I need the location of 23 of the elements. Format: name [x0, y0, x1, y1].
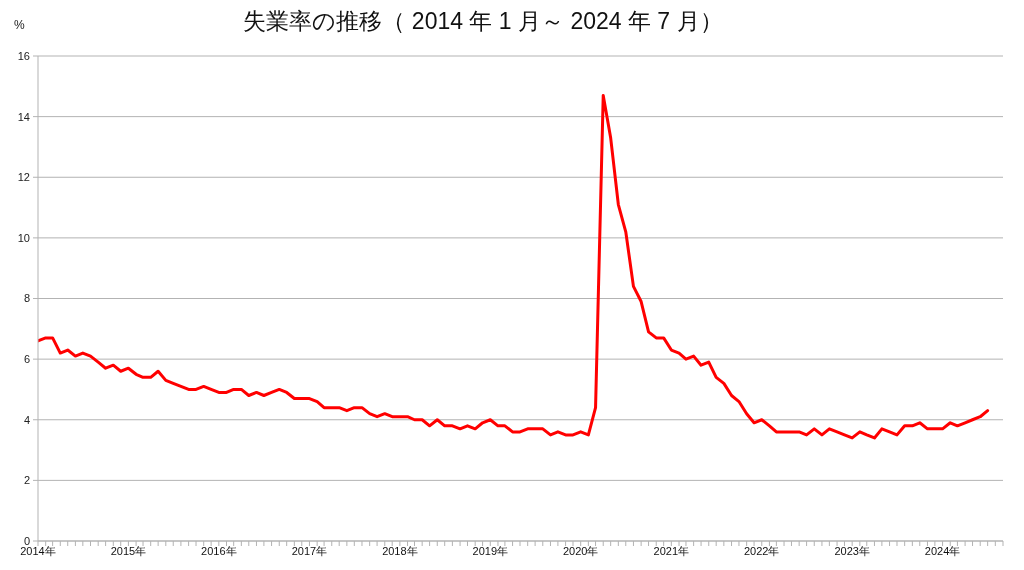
x-tick-label: 2023年 [834, 544, 870, 557]
y-tick-label: 10 [17, 231, 30, 244]
y-tick-label: 14 [17, 110, 30, 123]
y-tick-label: 4 [23, 413, 30, 426]
y-tick-label: 16 [17, 49, 30, 62]
x-tick-label: 2020年 [562, 544, 599, 557]
y-tick-label: 0 [23, 534, 30, 547]
x-tick-label: 2022年 [744, 544, 780, 557]
x-tick-label: 2014年 [20, 544, 56, 557]
x-tick-label: 2016年 [201, 544, 237, 557]
x-tick-label: 2015年 [110, 544, 147, 557]
x-tick-label: 2021年 [653, 544, 690, 557]
y-tick-label: 2 [23, 474, 30, 487]
y-tick-label: 6 [23, 353, 30, 366]
y-tick-label: 12 [17, 171, 30, 184]
line-series [38, 93, 990, 440]
x-tick-label: 2017年 [291, 544, 328, 557]
chart-title: 失業率の推移（ 2014 年 1 月～ 2024 年 7 月） [243, 8, 723, 34]
x-tick-label: 2018年 [382, 544, 418, 557]
x-tick-label: 2019年 [472, 544, 509, 557]
x-tick-label: 2024年 [924, 544, 961, 557]
y-tick-label: 8 [23, 292, 30, 305]
y-axis-title: % [14, 18, 25, 32]
